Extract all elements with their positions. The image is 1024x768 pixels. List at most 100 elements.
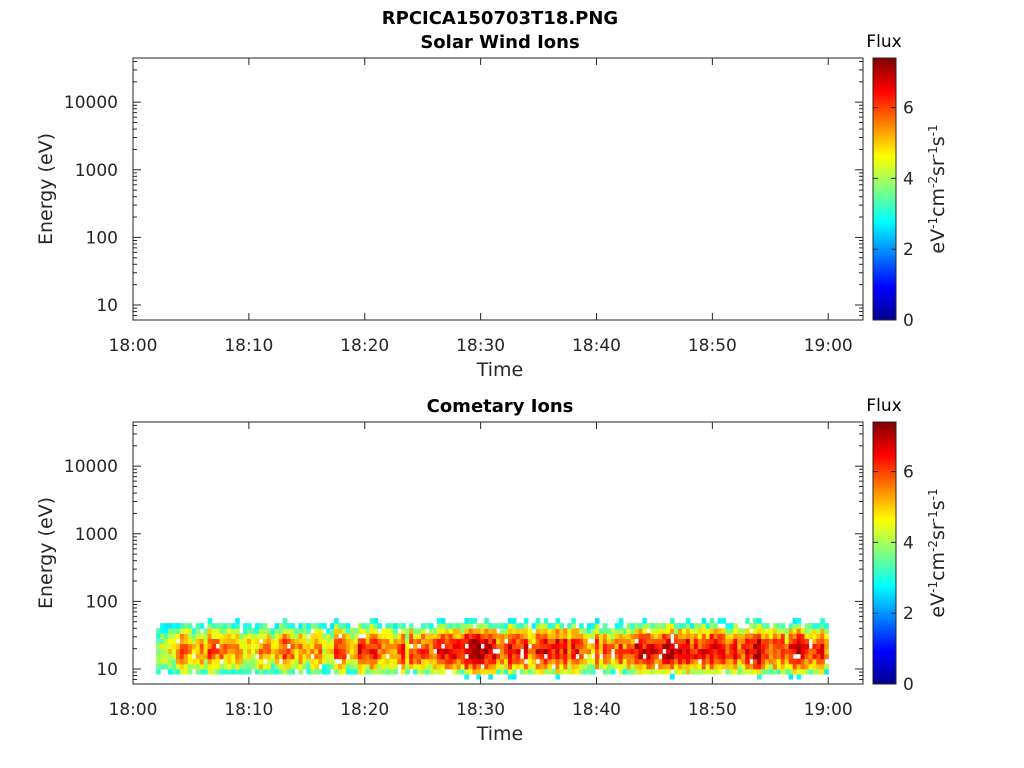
heatmap-cell bbox=[697, 663, 703, 670]
heatmap-cell bbox=[630, 638, 636, 645]
heatmap-cell bbox=[523, 623, 529, 629]
heatmap-cell bbox=[262, 643, 268, 650]
heatmap-cell bbox=[436, 618, 442, 624]
heatmap-cell bbox=[792, 618, 798, 624]
heatmap-cell bbox=[804, 658, 810, 665]
heatmap-cell bbox=[401, 638, 406, 645]
heatmap-cell bbox=[428, 633, 434, 639]
heatmap-cell bbox=[160, 648, 165, 655]
heatmap-cell bbox=[701, 648, 707, 655]
heatmap-cell bbox=[227, 648, 232, 655]
heatmap-cell bbox=[338, 643, 343, 650]
heatmap-cell bbox=[361, 648, 367, 655]
heatmap-cell bbox=[551, 653, 557, 660]
heatmap-cell bbox=[733, 668, 738, 675]
heatmap-cell bbox=[496, 663, 501, 670]
heatmap-cell bbox=[361, 668, 367, 675]
heatmap-cell bbox=[270, 643, 276, 650]
x-axis-label: Time bbox=[476, 723, 524, 745]
heatmap-cell bbox=[666, 628, 671, 634]
heatmap-cell bbox=[377, 663, 383, 670]
heatmap-cell bbox=[587, 663, 592, 670]
heatmap-cell bbox=[330, 643, 335, 650]
heatmap-cell bbox=[266, 663, 272, 670]
heatmap-cell bbox=[535, 668, 541, 675]
heatmap-cell bbox=[685, 618, 691, 624]
heatmap-cell bbox=[432, 638, 438, 645]
heatmap-cell bbox=[587, 623, 592, 629]
heatmap-cell bbox=[425, 648, 430, 655]
heatmap-cell bbox=[662, 658, 667, 665]
heatmap-cell bbox=[326, 668, 331, 675]
heatmap-cell bbox=[298, 633, 304, 639]
heatmap-cell bbox=[543, 618, 549, 624]
heatmap-cell bbox=[168, 628, 173, 634]
y-tick-label: 10 bbox=[96, 660, 118, 680]
heatmap-cell bbox=[389, 663, 394, 670]
heatmap-cell bbox=[183, 628, 189, 634]
heatmap-cell bbox=[575, 663, 580, 670]
heatmap-cell bbox=[642, 623, 647, 629]
heatmap-cell bbox=[456, 643, 462, 650]
heatmap-cell bbox=[179, 623, 185, 629]
heatmap-cell bbox=[824, 648, 829, 655]
heatmap-cell bbox=[761, 638, 766, 645]
heatmap-cell bbox=[626, 643, 632, 650]
heatmap-cell bbox=[753, 623, 758, 629]
heatmap-cell bbox=[389, 668, 394, 675]
heatmap-cell bbox=[168, 643, 173, 650]
heatmap-cell bbox=[634, 663, 640, 670]
heatmap-cell bbox=[764, 653, 770, 660]
heatmap-cell bbox=[326, 658, 331, 665]
heatmap-cell bbox=[816, 638, 821, 645]
heatmap-cell bbox=[737, 628, 742, 634]
heatmap-area bbox=[156, 618, 829, 680]
heatmap-cell bbox=[175, 668, 181, 675]
heatmap-cell bbox=[484, 618, 489, 624]
heatmap-cell bbox=[662, 633, 667, 639]
heatmap-cell bbox=[274, 628, 280, 634]
y-tick-label: 100 bbox=[86, 228, 118, 248]
heatmap-cell bbox=[685, 628, 691, 634]
heatmap-cell bbox=[768, 638, 774, 645]
heatmap-cell bbox=[211, 643, 217, 650]
heatmap-cell bbox=[266, 643, 272, 650]
heatmap-cell bbox=[606, 643, 612, 650]
heatmap-cell bbox=[796, 638, 802, 645]
colorbar-title: Flux bbox=[866, 32, 901, 52]
heatmap-cell bbox=[642, 648, 647, 655]
heatmap-cell bbox=[361, 663, 367, 670]
heatmap-cell bbox=[678, 638, 683, 645]
heatmap-cell bbox=[685, 663, 691, 670]
heatmap-cell bbox=[753, 643, 758, 650]
heatmap-cell bbox=[432, 643, 438, 650]
heatmap-cell bbox=[341, 643, 347, 650]
heatmap-cell bbox=[784, 628, 790, 634]
heatmap-cell bbox=[511, 673, 517, 680]
heatmap-cell bbox=[500, 638, 505, 645]
heatmap-cell bbox=[626, 628, 632, 634]
heatmap-cell bbox=[693, 623, 699, 629]
heatmap-cell bbox=[199, 643, 205, 650]
heatmap-cell bbox=[223, 633, 228, 639]
heatmap-cell bbox=[164, 628, 169, 634]
heatmap-cell bbox=[808, 658, 814, 665]
heatmap-cell bbox=[804, 653, 810, 660]
heatmap-cell bbox=[713, 648, 719, 655]
heatmap-cell bbox=[666, 633, 671, 639]
heatmap-cell bbox=[764, 668, 770, 675]
heatmap-cell bbox=[440, 648, 446, 655]
heatmap-cell bbox=[808, 633, 814, 639]
plot-frame bbox=[132, 57, 864, 321]
heatmap-cell bbox=[820, 668, 825, 675]
heatmap-cell bbox=[583, 643, 588, 650]
colorbar-tick-label: 0 bbox=[903, 675, 914, 695]
heatmap-cell bbox=[456, 658, 462, 665]
heatmap-cell bbox=[508, 618, 513, 624]
heatmap-cell bbox=[685, 643, 691, 650]
heatmap-cell bbox=[338, 623, 343, 629]
heatmap-cell bbox=[551, 668, 557, 675]
heatmap-cell bbox=[804, 623, 810, 629]
heatmap-cell bbox=[440, 638, 446, 645]
heatmap-cell bbox=[164, 633, 169, 639]
